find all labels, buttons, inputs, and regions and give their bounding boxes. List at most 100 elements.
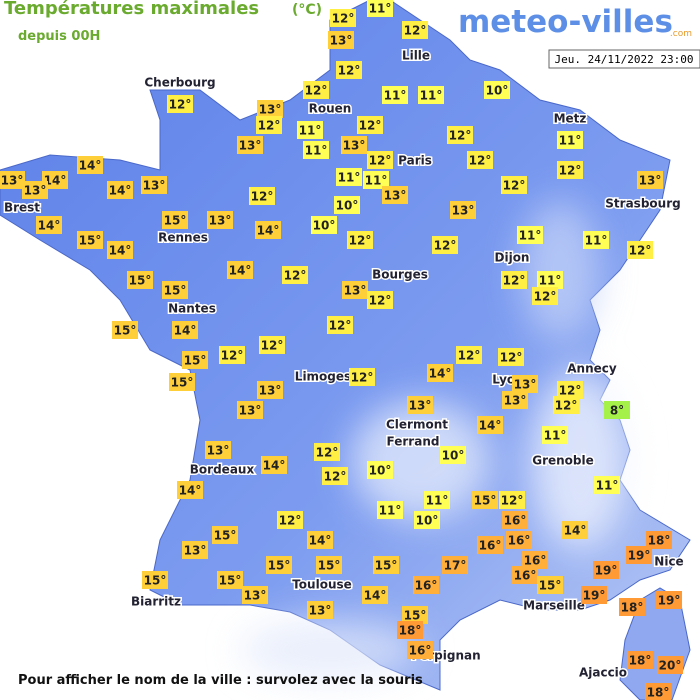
city-name: Clermont xyxy=(386,418,448,432)
temp-label: 13° xyxy=(639,174,662,188)
temp-box xyxy=(217,571,243,589)
temp-box xyxy=(501,176,527,194)
temp-box xyxy=(502,391,528,409)
temp-label: 11° xyxy=(596,479,619,493)
city-name: Brest xyxy=(4,201,40,215)
temp-label: 12° xyxy=(284,269,307,283)
temp-label: 11° xyxy=(338,171,361,185)
temp-label: 10° xyxy=(336,199,359,213)
temp-box xyxy=(342,281,368,299)
temp-box xyxy=(373,556,399,574)
temp-box xyxy=(303,141,329,159)
temp-box xyxy=(77,156,103,174)
temp-box xyxy=(604,401,630,419)
temp-box xyxy=(594,476,620,494)
temp-box xyxy=(266,556,292,574)
temp-box xyxy=(212,526,238,544)
temp-label: 12° xyxy=(351,371,374,385)
temp-box xyxy=(413,576,439,594)
temp-label: 13° xyxy=(259,103,282,117)
city-name: Nantes xyxy=(168,302,216,316)
temp-box xyxy=(501,271,527,289)
temp-label: 12° xyxy=(305,84,328,98)
temp-box xyxy=(334,196,360,214)
temp-box xyxy=(177,481,203,499)
city-name: Metz xyxy=(554,112,587,126)
temp-box xyxy=(467,151,493,169)
temp-label: 14° xyxy=(79,159,102,173)
temp-box xyxy=(645,683,671,700)
temp-label: 11° xyxy=(559,134,582,148)
temp-box xyxy=(307,601,333,619)
temp-label: 11° xyxy=(420,89,443,103)
temp-box xyxy=(36,216,62,234)
temp-label: 13° xyxy=(259,384,282,398)
city-name: Cherbourg xyxy=(144,76,215,90)
temp-label: 15° xyxy=(219,574,242,588)
temp-label: 16° xyxy=(514,569,537,583)
temp-box xyxy=(367,151,393,169)
temp-box xyxy=(382,86,408,104)
temp-label: 18° xyxy=(647,686,670,700)
temp-label: 12° xyxy=(434,239,457,253)
temp-label: 16° xyxy=(409,644,432,658)
temp-label: 10° xyxy=(416,514,439,528)
temp-label: 13° xyxy=(143,179,166,193)
city-name: Annecy xyxy=(567,362,617,376)
temp-box xyxy=(619,598,645,616)
temp-label: 14° xyxy=(429,367,452,381)
temp-box xyxy=(477,416,503,434)
city-name: Bourges xyxy=(372,268,428,282)
temp-label: 12° xyxy=(559,384,582,398)
temp-box xyxy=(542,426,568,444)
temp-box xyxy=(256,116,282,134)
temp-box xyxy=(583,231,609,249)
temp-label: 12° xyxy=(279,514,302,528)
temp-box xyxy=(112,321,138,339)
temp-label: 13° xyxy=(384,189,407,203)
temp-label: 14° xyxy=(229,264,252,278)
temp-box xyxy=(357,116,383,134)
temp-label: 14° xyxy=(38,219,61,233)
temp-label: 13° xyxy=(244,589,267,603)
temp-label: 15° xyxy=(184,354,207,368)
temp-box xyxy=(442,556,468,574)
temp-box xyxy=(363,171,389,189)
temp-box xyxy=(557,131,583,149)
temp-box xyxy=(646,531,672,549)
temp-box xyxy=(367,461,393,479)
temp-label: 14° xyxy=(479,419,502,433)
temp-label: 11° xyxy=(365,174,388,188)
temp-label: 12° xyxy=(316,446,339,460)
temp-box xyxy=(255,221,281,239)
temp-label: 13° xyxy=(504,394,527,408)
temp-label: 13° xyxy=(514,378,537,392)
temp-label: 13° xyxy=(344,284,367,298)
temp-label: 15° xyxy=(129,274,152,288)
temp-label: 13° xyxy=(452,204,475,218)
temp-box xyxy=(418,86,444,104)
temp-box xyxy=(107,181,133,199)
temp-box xyxy=(424,491,450,509)
temp-box xyxy=(336,61,362,79)
temp-box xyxy=(627,651,653,669)
date-box xyxy=(548,49,700,69)
temp-box xyxy=(656,591,682,609)
city-name: Strasbourg xyxy=(605,197,680,211)
temp-box xyxy=(22,181,48,199)
temp-box xyxy=(581,586,607,604)
temp-box xyxy=(512,375,538,393)
city-name: Nice xyxy=(654,555,683,569)
temp-label: 12° xyxy=(458,349,481,363)
temp-label: 12° xyxy=(369,294,392,308)
temp-box xyxy=(447,126,473,144)
temp-label: 10° xyxy=(369,464,392,478)
temp-label: 13° xyxy=(1,174,24,188)
temp-label: 12° xyxy=(500,351,523,365)
temp-box xyxy=(407,641,433,659)
temp-label: 14° xyxy=(364,589,387,603)
temp-box xyxy=(498,348,524,366)
temp-label: 19° xyxy=(658,594,681,608)
temp-box xyxy=(207,211,233,229)
temp-box xyxy=(162,211,188,229)
